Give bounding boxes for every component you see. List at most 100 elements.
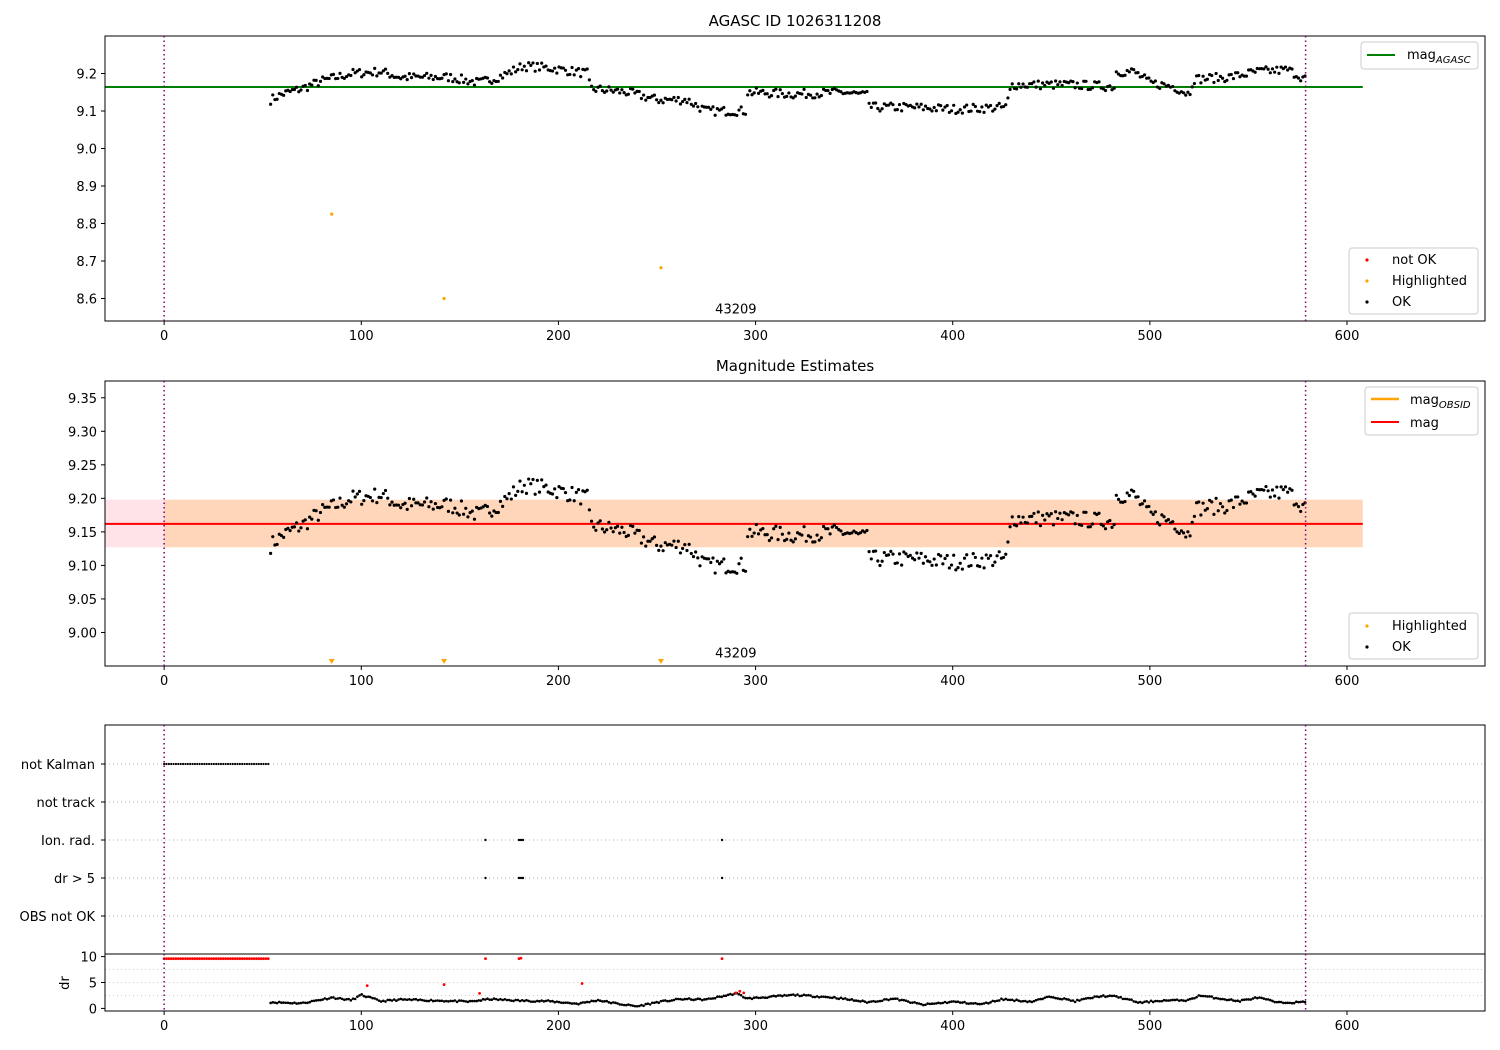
ok-point xyxy=(592,87,596,92)
dr-point xyxy=(776,994,780,997)
ok-point xyxy=(735,113,739,118)
ok-point xyxy=(828,532,832,536)
legend-ok-2: OK xyxy=(1392,640,1411,655)
dr-point xyxy=(327,997,331,1000)
dr-outlier-point xyxy=(519,956,523,960)
ok-point xyxy=(488,511,492,515)
ok-point xyxy=(1038,524,1043,528)
ok-point xyxy=(292,87,297,92)
dr-point xyxy=(1212,997,1216,1000)
flag-point xyxy=(196,762,199,766)
ok-point xyxy=(357,489,362,493)
ok-point xyxy=(457,81,461,85)
ok-point xyxy=(1127,493,1131,498)
ok-point xyxy=(698,109,702,113)
ok-point xyxy=(945,553,949,558)
dr-point xyxy=(1043,996,1047,1000)
ok-point xyxy=(720,560,724,564)
ok-point xyxy=(1299,79,1303,83)
flag-point xyxy=(260,762,263,766)
ok-point xyxy=(440,505,444,509)
legend-mag-obsid: mag xyxy=(1410,393,1439,408)
ok-point xyxy=(685,548,689,553)
ok-point xyxy=(1229,498,1233,502)
ok-point xyxy=(913,106,917,110)
ok-point xyxy=(1025,521,1030,525)
dr-point xyxy=(887,998,890,1002)
dr-point xyxy=(1108,994,1112,997)
ok-point xyxy=(676,539,680,543)
ok-point xyxy=(828,91,832,95)
ok-point xyxy=(355,492,359,496)
flag-point xyxy=(181,762,185,766)
ok-point xyxy=(1210,500,1214,504)
dr-point xyxy=(1015,998,1018,1001)
ok-point xyxy=(425,496,429,500)
ok-point xyxy=(982,566,986,570)
dr-point xyxy=(483,998,487,1001)
dr-point xyxy=(1078,999,1081,1002)
ok-point xyxy=(409,504,414,508)
ok-point xyxy=(351,489,355,493)
ok-point xyxy=(518,479,522,483)
ok-point xyxy=(1136,495,1140,499)
ok-point xyxy=(973,104,977,109)
dr-point xyxy=(690,998,693,1001)
ok-point xyxy=(1010,82,1014,86)
ok-point xyxy=(921,108,925,112)
dr-point xyxy=(635,1004,639,1008)
dr-point xyxy=(1188,997,1192,1001)
ok-point xyxy=(900,109,904,113)
dr-point xyxy=(1000,997,1003,1000)
ok-point xyxy=(275,542,279,547)
flag-point xyxy=(234,762,237,766)
dr-point xyxy=(1091,996,1094,1000)
dr-point xyxy=(1184,999,1188,1003)
x-tick-label: 100 xyxy=(349,674,374,689)
dr-point xyxy=(984,1001,988,1004)
dr-point xyxy=(1149,999,1153,1003)
ok-point xyxy=(390,74,394,78)
flag-point xyxy=(238,762,241,766)
ok-point xyxy=(1229,72,1233,77)
dr-point xyxy=(529,1000,533,1003)
ok-point xyxy=(622,91,626,95)
ok-point xyxy=(746,535,750,539)
ok-point xyxy=(1034,85,1038,89)
ok-point xyxy=(691,104,696,108)
ok-point xyxy=(269,551,273,555)
ok-point xyxy=(1049,511,1053,516)
ok-point xyxy=(1251,492,1255,496)
dr-point xyxy=(716,995,719,998)
dr-point xyxy=(900,998,903,1002)
ok-point xyxy=(305,527,310,531)
dr-point xyxy=(334,997,337,1001)
ok-point xyxy=(370,499,375,503)
dr-capped-point xyxy=(250,957,254,961)
ok-point xyxy=(1090,86,1095,90)
ok-point xyxy=(923,555,928,559)
ok-point xyxy=(1010,515,1014,519)
panel-1-title: AGASC ID 1026311208 xyxy=(709,12,882,30)
dr-point xyxy=(1134,1000,1138,1004)
ok-point xyxy=(637,89,641,94)
ok-point xyxy=(286,526,290,530)
dr-capped-point xyxy=(257,957,261,961)
dr-point xyxy=(906,1000,910,1003)
dr-point xyxy=(707,997,710,1000)
ok-point xyxy=(672,539,676,543)
dr-point xyxy=(1277,1000,1281,1004)
ok-point xyxy=(778,525,782,529)
ok-point xyxy=(997,101,1001,105)
ok-point xyxy=(405,78,409,82)
dr-point xyxy=(700,998,704,1002)
flag-point xyxy=(205,762,208,766)
ok-point xyxy=(1036,79,1040,83)
dr-point xyxy=(896,997,899,1000)
ok-point xyxy=(1151,512,1155,517)
ok-point xyxy=(676,95,680,100)
ok-point xyxy=(1218,501,1223,506)
highlighted-point xyxy=(659,266,663,270)
ok-point xyxy=(1017,82,1021,86)
ok-point xyxy=(362,498,366,503)
